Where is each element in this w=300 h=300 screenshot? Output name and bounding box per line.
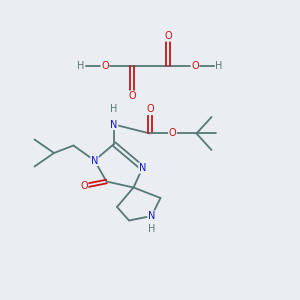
Text: N: N xyxy=(110,119,118,130)
Text: N: N xyxy=(139,163,146,173)
Text: O: O xyxy=(101,61,109,71)
Text: N: N xyxy=(91,155,98,166)
Text: O: O xyxy=(169,128,176,139)
Text: H: H xyxy=(148,224,155,235)
Text: O: O xyxy=(146,104,154,115)
Text: H: H xyxy=(215,61,223,71)
Text: O: O xyxy=(164,31,172,41)
Text: O: O xyxy=(191,61,199,71)
Text: N: N xyxy=(148,211,155,221)
Text: O: O xyxy=(128,91,136,101)
Text: H: H xyxy=(77,61,85,71)
Text: O: O xyxy=(80,181,88,191)
Text: H: H xyxy=(110,104,118,115)
